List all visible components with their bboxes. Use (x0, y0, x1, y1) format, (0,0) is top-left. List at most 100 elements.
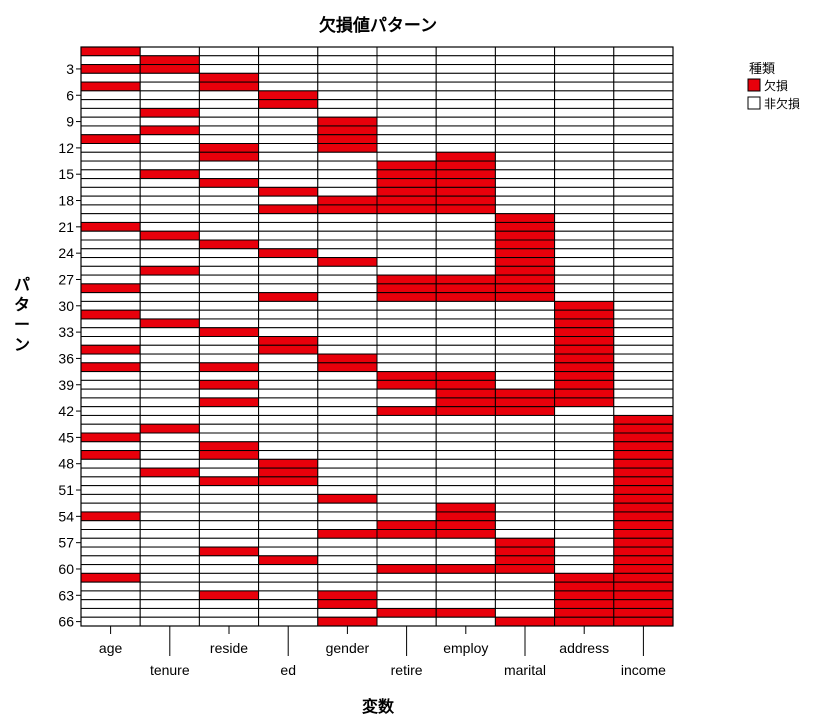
cell-employ-11 (435, 134, 496, 144)
cell-tenure-44 (139, 423, 200, 434)
cell-employ-1 (435, 46, 496, 57)
cell-employ-42 (435, 406, 496, 416)
cell-tenure-25 (139, 257, 200, 267)
cell-ed-11 (258, 134, 319, 144)
cell-ed-12 (258, 143, 319, 153)
cell-marital-30 (494, 300, 556, 311)
cell-ed-60 (258, 564, 319, 574)
cell-ed-37 (258, 362, 319, 373)
cell-retire-7 (376, 99, 437, 109)
cell-retire-33 (376, 327, 437, 338)
cell-marital-20 (494, 213, 556, 223)
cell-age-6 (80, 90, 141, 101)
cell-ed-48 (258, 458, 319, 469)
cell-age-1 (80, 46, 141, 57)
x-tick-label-retire: retire (391, 662, 423, 678)
cell-employ-32 (435, 318, 496, 329)
cell-tenure-38 (139, 371, 200, 381)
cell-retire-10 (376, 125, 437, 136)
cell-age-56 (80, 529, 141, 539)
cell-reside-32 (198, 318, 260, 329)
cell-employ-54 (435, 511, 496, 522)
cell-tenure-50 (139, 476, 200, 487)
cell-address-23 (554, 239, 615, 250)
cell-age-31 (80, 309, 141, 320)
cell-address-45 (554, 432, 615, 443)
cell-reside-37 (198, 362, 260, 373)
cell-employ-65 (435, 607, 496, 618)
cell-gender-6 (317, 90, 378, 101)
legend-label: 非欠損 (764, 96, 800, 111)
cell-age-5 (80, 81, 141, 92)
x-axis-title: 変数 (362, 697, 395, 716)
cell-income-19 (613, 204, 674, 215)
cell-reside-65 (198, 607, 260, 618)
cell-retire-51 (376, 485, 437, 495)
cell-retire-17 (376, 186, 437, 197)
cell-tenure-49 (139, 467, 200, 478)
cell-marital-62 (494, 581, 556, 592)
cell-retire-25 (376, 257, 437, 267)
cell-income-12 (613, 143, 674, 153)
cell-marital-15 (494, 169, 556, 180)
x-tick-label-ed: ed (280, 662, 296, 678)
cell-tenure-26 (139, 265, 200, 276)
cell-reside-51 (198, 485, 260, 495)
cell-retire-26 (376, 265, 437, 276)
cell-reside-8 (198, 107, 260, 118)
cell-ed-40 (258, 388, 319, 399)
cell-retire-44 (376, 423, 437, 434)
cell-income-13 (613, 151, 674, 162)
cell-ed-1 (258, 46, 319, 57)
cell-gender-40 (317, 388, 378, 399)
cell-income-23 (613, 239, 674, 250)
y-tick-label: 30 (58, 298, 74, 314)
y-tick-label: 36 (58, 350, 74, 366)
cell-marital-54 (494, 511, 556, 522)
cell-income-14 (613, 160, 674, 171)
cell-age-46 (80, 441, 141, 452)
cell-ed-13 (258, 151, 319, 162)
cell-address-38 (554, 371, 615, 381)
cell-employ-30 (435, 300, 496, 311)
cell-employ-57 (435, 537, 496, 548)
cell-income-54 (613, 511, 674, 522)
cell-reside-14 (198, 160, 260, 171)
cell-tenure-1 (139, 46, 200, 57)
cell-ed-56 (258, 529, 319, 539)
cell-employ-21 (435, 221, 496, 232)
cell-age-57 (80, 537, 141, 548)
cell-tenure-64 (139, 599, 200, 609)
cell-address-3 (554, 64, 615, 74)
cell-retire-12 (376, 143, 437, 153)
cell-address-1 (554, 46, 615, 57)
cell-tenure-22 (139, 230, 200, 241)
cell-retire-55 (376, 520, 437, 530)
cell-employ-20 (435, 213, 496, 223)
cell-reside-3 (198, 64, 260, 74)
cell-retire-41 (376, 397, 437, 408)
cell-age-40 (80, 388, 141, 399)
cell-ed-55 (258, 520, 319, 530)
cell-reside-17 (198, 186, 260, 197)
cell-tenure-48 (139, 458, 200, 469)
cell-gender-48 (317, 458, 378, 469)
cell-income-34 (613, 336, 674, 346)
cell-retire-64 (376, 599, 437, 609)
cell-income-6 (613, 90, 674, 101)
cell-marital-64 (494, 599, 556, 609)
cell-ed-34 (258, 336, 319, 346)
heatmap-cells (80, 46, 674, 627)
cell-employ-31 (435, 309, 496, 320)
cell-retire-19 (376, 204, 437, 215)
cell-income-8 (613, 107, 674, 118)
cell-age-59 (80, 555, 141, 566)
cell-marital-51 (494, 485, 556, 495)
cell-employ-27 (435, 274, 496, 285)
cell-employ-58 (435, 546, 496, 557)
cell-employ-33 (435, 327, 496, 338)
cell-ed-15 (258, 169, 319, 180)
cell-retire-45 (376, 432, 437, 443)
cell-income-61 (613, 572, 674, 583)
